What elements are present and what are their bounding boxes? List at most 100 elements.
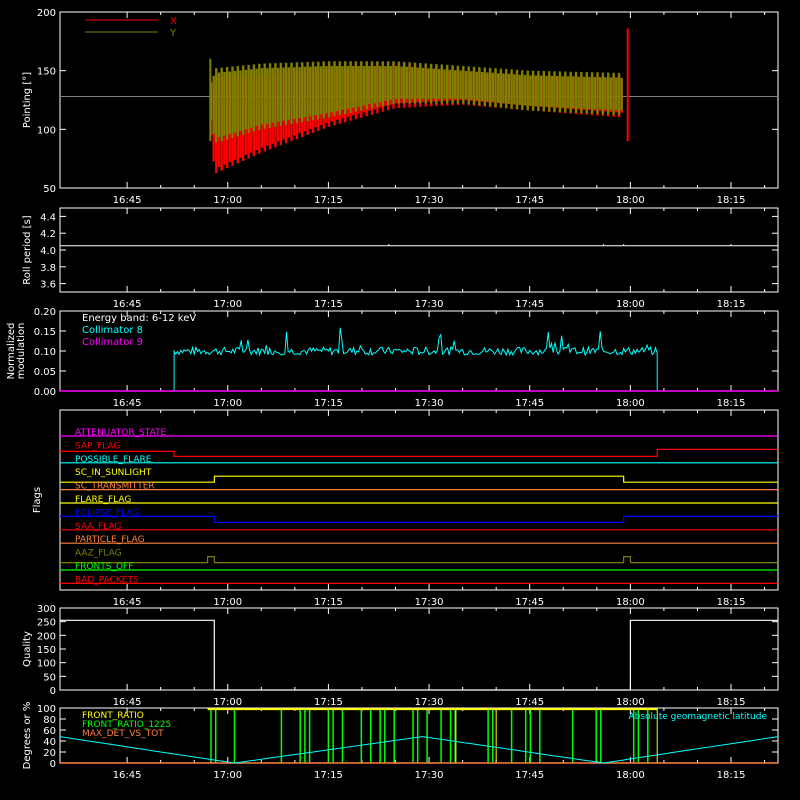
quality-y-tick-label: 50 [43, 672, 56, 683]
quality-y-tick-label: 150 [37, 645, 56, 656]
flag-line-sap-flag [60, 448, 778, 457]
ratios-y-tick-label: 60 [43, 726, 56, 737]
pointing-x-tick-label: 17:00 [213, 195, 242, 206]
ratios-x-tick-label: 16:45 [113, 770, 142, 781]
quality-y-tick-label: 250 [37, 618, 56, 629]
legend-label-max-det-vs-tot: MAX_DET_VS_TOT [82, 729, 164, 739]
geomagnetic-latitude-line [59, 736, 779, 764]
flags-ylabel: Flags [32, 487, 43, 513]
ratios-x-tick-label: 18:15 [717, 770, 746, 781]
flags-x-tick-label: 17:45 [515, 597, 544, 608]
quality-x-tick-label: 17:30 [415, 697, 444, 708]
pointing-frame [59, 11, 779, 189]
flag-label-eclipse-flag: ECLIPSE_FLAG [75, 508, 139, 518]
roll-x-tick-label: 17:15 [314, 299, 343, 310]
pointing-x-tick-label: 16:45 [113, 195, 142, 206]
pointing-x-tick-label: 17:45 [515, 195, 544, 206]
flag-line-sc-in-sunlight [60, 475, 778, 483]
quality-ylabel: Quality [22, 631, 33, 667]
flag-label-attenuator-state: ATTENUATOR_STATE [75, 428, 167, 438]
ratios-x-tick-label: 17:45 [515, 770, 544, 781]
roll-y-tick-label: 3.8 [40, 263, 56, 274]
modulation-ylabel: modulation [16, 323, 27, 380]
ratios-x-tick-label: 17:15 [314, 770, 343, 781]
flag-label-sc-transmitter: SC_TRANSMITTER [75, 482, 155, 492]
pointing-x-tick-label: 17:30 [415, 195, 444, 206]
modulation-annotation: Energy band: 6-12 keV [82, 313, 196, 324]
roll-x-tick-label: 18:00 [616, 299, 645, 310]
modulation-y-tick-label: 0.00 [34, 387, 56, 398]
modulation-x-tick-label: 17:15 [314, 398, 343, 409]
pointing-x-tick-label: 18:15 [717, 195, 746, 206]
modulation-x-tick-label: 18:15 [717, 398, 746, 409]
roll-y-tick-label: 4.2 [40, 229, 56, 240]
quality-y-tick-label: 0 [50, 686, 56, 697]
modulation-y-tick-label: 0.20 [34, 307, 56, 318]
flag-label-possible-flare: POSSIBLE_FLARE [75, 455, 152, 465]
ratios-y-tick-label: 80 [43, 715, 56, 726]
flag-label-saa-flag: SAA_FLAG [75, 522, 121, 532]
quality-y-tick-label: 300 [37, 604, 56, 615]
roll-ylabel: Roll period [s] [22, 215, 33, 284]
modulation-y-tick-label: 0.10 [34, 347, 56, 358]
ratios-y-tick-label: 0 [50, 759, 56, 770]
flags-x-tick-label: 17:00 [213, 597, 242, 608]
ratios-x-tick-label: 18:00 [616, 770, 645, 781]
modulation-x-tick-label: 16:45 [113, 398, 142, 409]
modulation-x-tick-label: 17:30 [415, 398, 444, 409]
quality-x-tick-label: 17:00 [213, 697, 242, 708]
roll-x-tick-label: 17:45 [515, 299, 544, 310]
pointing-x-tick-label: 17:15 [314, 195, 343, 206]
legend-label-geomagnetic-latitude: Absolute geomagnetic latitude [628, 712, 767, 722]
modulation-x-tick-label: 18:00 [616, 398, 645, 409]
modulation-ylabel: Normalized [6, 323, 17, 380]
roll-x-tick-label: 18:15 [717, 299, 746, 310]
quality-x-tick-label: 16:45 [113, 697, 142, 708]
ratios-x-tick-label: 17:00 [213, 770, 242, 781]
flag-label-particle-flag: PARTICLE_FLAG [75, 535, 145, 545]
quality-x-tick-label: 18:00 [616, 697, 645, 708]
flags-x-tick-label: 18:00 [616, 597, 645, 608]
flags-x-tick-label: 17:15 [314, 597, 343, 608]
ratios-ylabel: Degrees or % [22, 702, 33, 770]
roll-y-tick-label: 4.0 [40, 246, 56, 257]
roll-x-tick-label: 17:00 [213, 299, 242, 310]
legend-label-front-ratio: FRONT_RATIO [82, 711, 144, 721]
modulation-x-tick-label: 17:00 [213, 398, 242, 409]
front-ratio-spikes [455, 708, 658, 763]
flag-line-eclipse-flag [60, 515, 778, 523]
pointing-ylabel: Pointing [°] [22, 72, 33, 128]
flag-label-fronts-off: FRONTS_OFF [75, 562, 133, 572]
modulation-x-tick-label: 17:45 [515, 398, 544, 409]
flags-x-tick-label: 18:15 [717, 597, 746, 608]
roll-frame [59, 207, 779, 293]
flags-x-tick-label: 17:30 [415, 597, 444, 608]
legend-label-x: X [170, 16, 177, 27]
front-ratio-1225-bars [210, 708, 649, 763]
pointing-y-tick-label: 50 [43, 184, 56, 195]
ratios-y-tick-label: 20 [43, 748, 56, 759]
ratios-y-tick-label: 40 [43, 737, 56, 748]
quality-x-tick-label: 17:15 [314, 697, 343, 708]
flag-label-flare-flag: FLARE_FLAG [75, 495, 131, 505]
ratios-y-tick-label: 100 [37, 704, 56, 715]
quality-line [60, 619, 778, 691]
quality-x-tick-label: 17:45 [515, 697, 544, 708]
quality-x-tick-label: 18:15 [717, 697, 746, 708]
flag-label-sc-in-sunlight: SC_IN_SUNLIGHT [75, 468, 152, 478]
flag-line-aaz-flag [60, 556, 778, 564]
roll-x-tick-label: 17:30 [415, 299, 444, 310]
flag-label-sap-flag: SAP_FLAG [75, 441, 120, 451]
roll-x-tick-label: 16:45 [113, 299, 142, 310]
flag-label-bad-packets: BAD_PACKETS [75, 575, 139, 585]
modulation-y-tick-label: 0.15 [34, 327, 56, 338]
flags-x-tick-label: 16:45 [113, 597, 142, 608]
legend-label-collimator-9: Collimator 9 [82, 337, 143, 348]
ratios-x-tick-label: 17:30 [415, 770, 444, 781]
legend-label-y: Y [169, 28, 177, 39]
flag-label-aaz-flag: AAZ_FLAG [75, 549, 122, 559]
pointing-y-tick-label: 200 [37, 8, 56, 19]
quality-y-tick-label: 100 [37, 659, 56, 670]
pointing-x-tick-label: 18:00 [616, 195, 645, 206]
